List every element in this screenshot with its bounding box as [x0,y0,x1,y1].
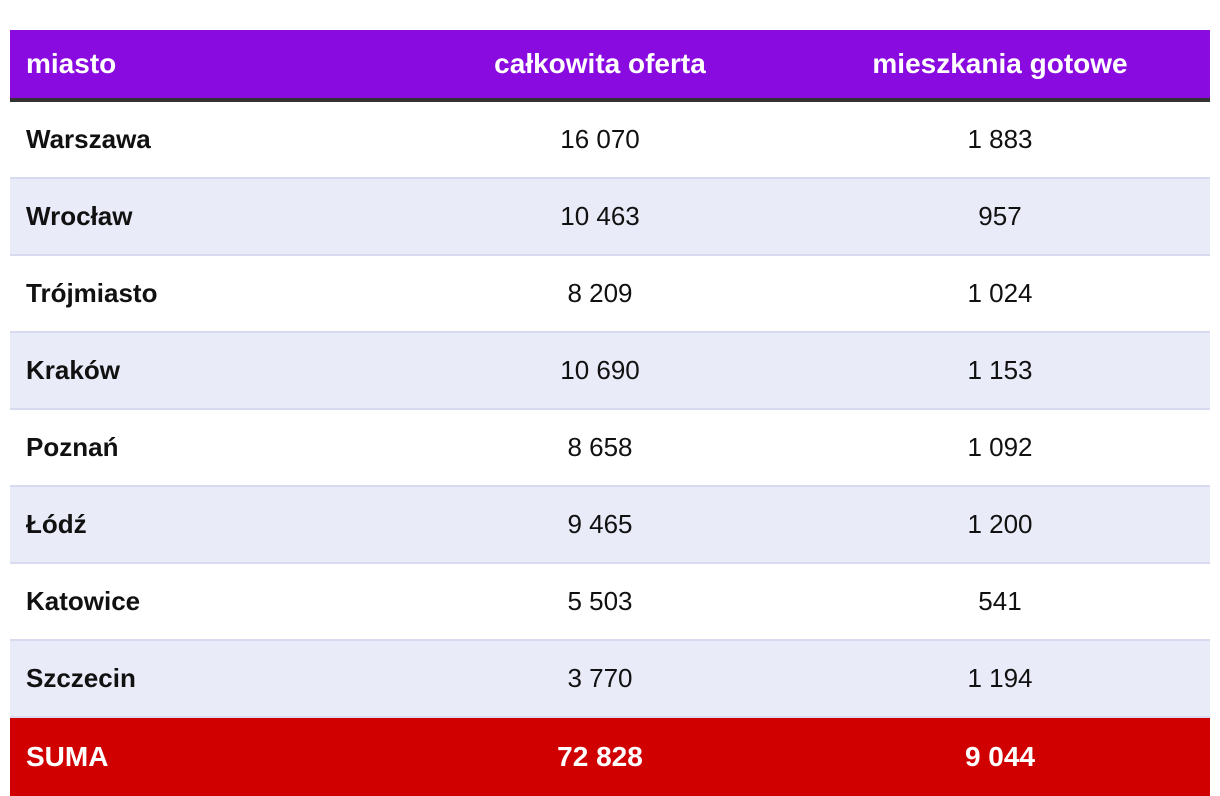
city-cell: Katowice [10,563,410,641]
city-cell: Poznań [10,409,410,487]
city-cell: Warszawa [10,100,410,179]
total-offer-cell: 5 503 [410,563,790,641]
table-row: Wrocław 10 463 957 [10,178,1210,256]
summary-ready-apartments: 9 044 [790,717,1210,796]
ready-apartments-cell: 1 200 [790,486,1210,564]
city-cell: Trójmiasto [10,255,410,333]
data-table-container: miasto całkowita oferta mieszkania gotow… [10,30,1210,796]
city-cell: Łódź [10,486,410,564]
column-header-ready-apartments: mieszkania gotowe [790,30,1210,102]
ready-apartments-cell: 1 024 [790,255,1210,333]
total-offer-cell: 8 209 [410,255,790,333]
table-row: Trójmiasto 8 209 1 024 [10,255,1210,333]
city-cell: Kraków [10,332,410,410]
ready-apartments-cell: 957 [790,178,1210,256]
table-row: Warszawa 16 070 1 883 [10,100,1210,179]
housing-offer-table: miasto całkowita oferta mieszkania gotow… [10,30,1210,796]
table-row: Szczecin 3 770 1 194 [10,640,1210,718]
header-row: miasto całkowita oferta mieszkania gotow… [10,30,1210,102]
total-offer-cell: 16 070 [410,100,790,179]
table-row: Poznań 8 658 1 092 [10,409,1210,487]
ready-apartments-cell: 1 153 [790,332,1210,410]
column-header-total-offer: całkowita oferta [410,30,790,102]
total-offer-cell: 10 690 [410,332,790,410]
ready-apartments-cell: 541 [790,563,1210,641]
summary-total-offer: 72 828 [410,717,790,796]
ready-apartments-cell: 1 194 [790,640,1210,718]
column-header-city: miasto [10,30,410,102]
table-row: Katowice 5 503 541 [10,563,1210,641]
summary-row: SUMA 72 828 9 044 [10,717,1210,796]
total-offer-cell: 3 770 [410,640,790,718]
ready-apartments-cell: 1 092 [790,409,1210,487]
total-offer-cell: 8 658 [410,409,790,487]
summary-label: SUMA [10,717,410,796]
city-cell: Wrocław [10,178,410,256]
ready-apartments-cell: 1 883 [790,100,1210,179]
table-row: Łódź 9 465 1 200 [10,486,1210,564]
total-offer-cell: 10 463 [410,178,790,256]
city-cell: Szczecin [10,640,410,718]
total-offer-cell: 9 465 [410,486,790,564]
table-row: Kraków 10 690 1 153 [10,332,1210,410]
